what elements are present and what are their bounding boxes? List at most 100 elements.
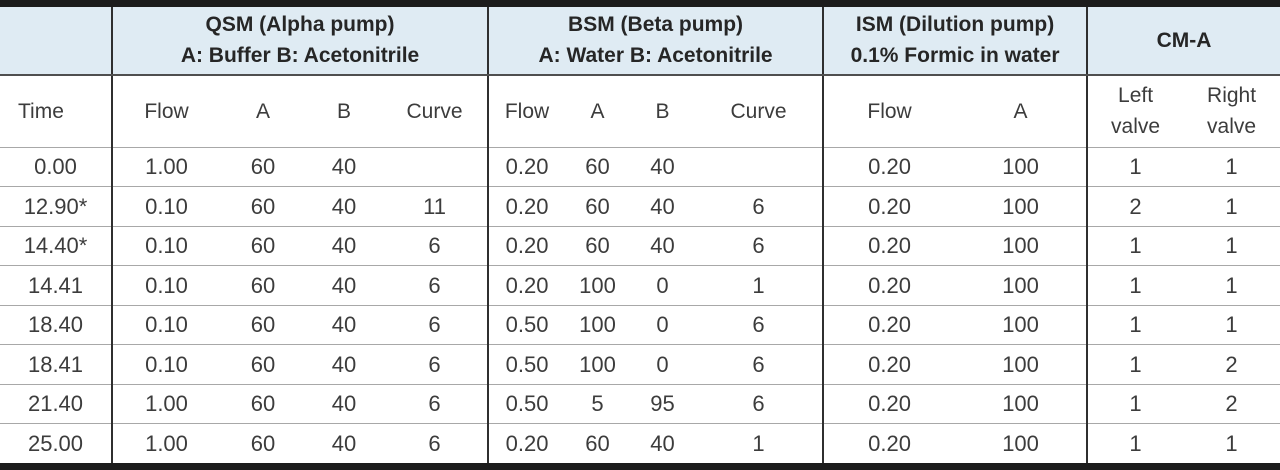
col-header-bsm-curve: Curve [695, 74, 824, 148]
cell-qsm-flow: 1.00 [111, 147, 220, 188]
cell-bsm-curve: 6 [695, 344, 824, 385]
cell-bsm-b: 0 [630, 305, 696, 346]
cell-right-valve: 2 [1183, 384, 1280, 425]
cell-bsm-curve: 6 [695, 186, 824, 227]
section-title: ISM (Dilution pump) [855, 12, 1055, 36]
cell-time: 14.41 [0, 265, 112, 306]
table-row: 21.40 1.00 60 40 6 0.50 5 95 6 0.20 100 … [0, 384, 1280, 425]
cell-bsm-b: 95 [630, 384, 696, 425]
cell-bsm-flow: 0.50 [487, 384, 566, 425]
cell-qsm-curve: 11 [382, 186, 489, 227]
cell-ism-a: 100 [955, 384, 1088, 425]
cell-bsm-flow: 0.50 [487, 305, 566, 346]
cell-qsm-a: 60 [220, 384, 306, 425]
cell-bsm-curve: 6 [695, 305, 824, 346]
table-row: 18.40 0.10 60 40 6 0.50 100 0 6 0.20 100… [0, 305, 1280, 346]
cell-bsm-flow: 0.20 [487, 265, 566, 306]
table-row: 12.90* 0.10 60 40 11 0.20 60 40 6 0.20 1… [0, 186, 1280, 227]
cell-qsm-a: 60 [220, 226, 306, 267]
cell-bsm-b: 40 [630, 147, 696, 188]
cell-qsm-a: 60 [250, 430, 276, 456]
cell-bsm-a: 100 [565, 265, 631, 306]
cell-qsm-flow: 0.10 [111, 265, 220, 306]
cell-qsm-b: 40 [306, 226, 382, 267]
col-header-bsm-flow: Flow [487, 74, 566, 148]
cell-right-valve: 1 [1183, 265, 1280, 306]
cell-qsm-a: 60 [220, 147, 306, 188]
cell-qsm-b: 40 [306, 305, 382, 346]
cell-bsm-a: 60 [565, 226, 631, 267]
cell-qsm-a: 60 [220, 344, 306, 385]
col-header-bsm-b: B [630, 74, 696, 148]
cell-qsm-curve: 6 [382, 265, 489, 306]
cell-left-valve: 1 [1086, 384, 1184, 425]
cell-qsm-b: 40 [306, 265, 382, 306]
col-header-qsm-b: B [306, 74, 382, 148]
table-row: 18.41 0.10 60 40 6 0.50 100 0 6 0.20 100… [0, 344, 1280, 385]
cell-bsm-curve: 6 [695, 384, 824, 425]
cell-qsm-flow: 0.10 [111, 226, 220, 267]
cell-ism-a: 100 [955, 186, 1088, 227]
cell-right-valve: 1 [1183, 147, 1280, 188]
cell-ism-a: 100 [955, 226, 1088, 267]
table-row: 25.00 1.00 60 40 6 0.20 60 40 1 0.20 100… [0, 423, 1280, 467]
cell-qsm-curve [382, 147, 489, 188]
cell-qsm-curve: 6 [382, 226, 489, 267]
cell-bsm-flow: 0.20 [487, 226, 566, 267]
cell-right-valve: 1 [1183, 186, 1280, 227]
section-header-qsm: QSM (Alpha pump) A: Buffer B: Acetonitri… [110, 3, 489, 76]
cell-bsm-b: 40 [650, 430, 675, 456]
cell-qsm-b: 40 [306, 147, 382, 188]
cell-qsm-curve: 6 [382, 384, 489, 425]
col-header-qsm-a: A [220, 74, 306, 148]
cell-time: 0.00 [0, 147, 112, 188]
section-header-ism: ISM (Dilution pump) 0.1% Formic in water [822, 3, 1088, 76]
cell-bsm-a: 100 [565, 344, 631, 385]
cell-time: 21.40 [0, 384, 112, 425]
cell-bsm-flow: 0.50 [487, 344, 566, 385]
section-band-row: QSM (Alpha pump) A: Buffer B: Acetonitri… [0, 3, 1280, 76]
cell-left-valve: 1 [1086, 226, 1184, 267]
cell-qsm-curve: 6 [428, 430, 441, 456]
cell-qsm-b: 40 [306, 186, 382, 227]
cell-bsm-a: 5 [565, 384, 631, 425]
cell-qsm-b: 40 [331, 430, 357, 456]
cell-qsm-flow: 0.10 [111, 186, 220, 227]
cell-ism-flow: 0.20 [822, 226, 956, 267]
cell-right-valve: 1 [1225, 430, 1238, 456]
cell-qsm-flow: 1.00 [111, 384, 220, 425]
cell-ism-a: 100 [955, 147, 1088, 188]
cell-left-valve: 1 [1086, 305, 1184, 346]
cell-bsm-flow: 0.20 [487, 147, 566, 188]
cell-ism-flow: 0.20 [822, 186, 956, 227]
cell-qsm-curve: 6 [382, 305, 489, 346]
col-header-qsm-curve: Curve [382, 74, 489, 148]
cell-time: 18.40 [0, 305, 112, 346]
cell-qsm-flow: 0.10 [111, 344, 220, 385]
cell-bsm-a: 60 [565, 147, 631, 188]
cell-left-valve: 1 [1086, 147, 1184, 188]
cell-ism-a: 100 [955, 265, 1088, 306]
cell-bsm-flow: 0.20 [487, 423, 566, 467]
cell-bsm-b: 0 [630, 344, 696, 385]
cell-ism-a: 100 [955, 344, 1088, 385]
cell-ism-a: 100 [955, 305, 1088, 346]
section-header-bsm: BSM (Beta pump) A: Water B: Acetonitrile [487, 3, 824, 76]
col-header-bsm-a: A [565, 74, 631, 148]
col-header-left-valve: Left valve [1086, 74, 1184, 148]
cell-time: 12.90* [0, 186, 112, 227]
cell-ism-flow: 0.20 [822, 344, 956, 385]
cell-qsm-flow: 0.10 [111, 305, 220, 346]
cell-ism-flow: 0.20 [822, 423, 956, 467]
section-header-cm-a: CM-A [1086, 3, 1280, 76]
cell-qsm-curve: 6 [382, 344, 489, 385]
section-title: BSM (Beta pump) [568, 12, 744, 36]
cell-qsm-a: 60 [220, 265, 306, 306]
cell-qsm-flow: 1.00 [111, 423, 220, 467]
column-header-row: Time Flow A B Curve Flow A B Curve Flow … [0, 74, 1280, 148]
cell-qsm-b: 40 [306, 344, 382, 385]
cell-ism-flow: 0.20 [822, 265, 956, 306]
cell-right-valve: 1 [1183, 305, 1280, 346]
cell-right-valve: 2 [1183, 344, 1280, 385]
